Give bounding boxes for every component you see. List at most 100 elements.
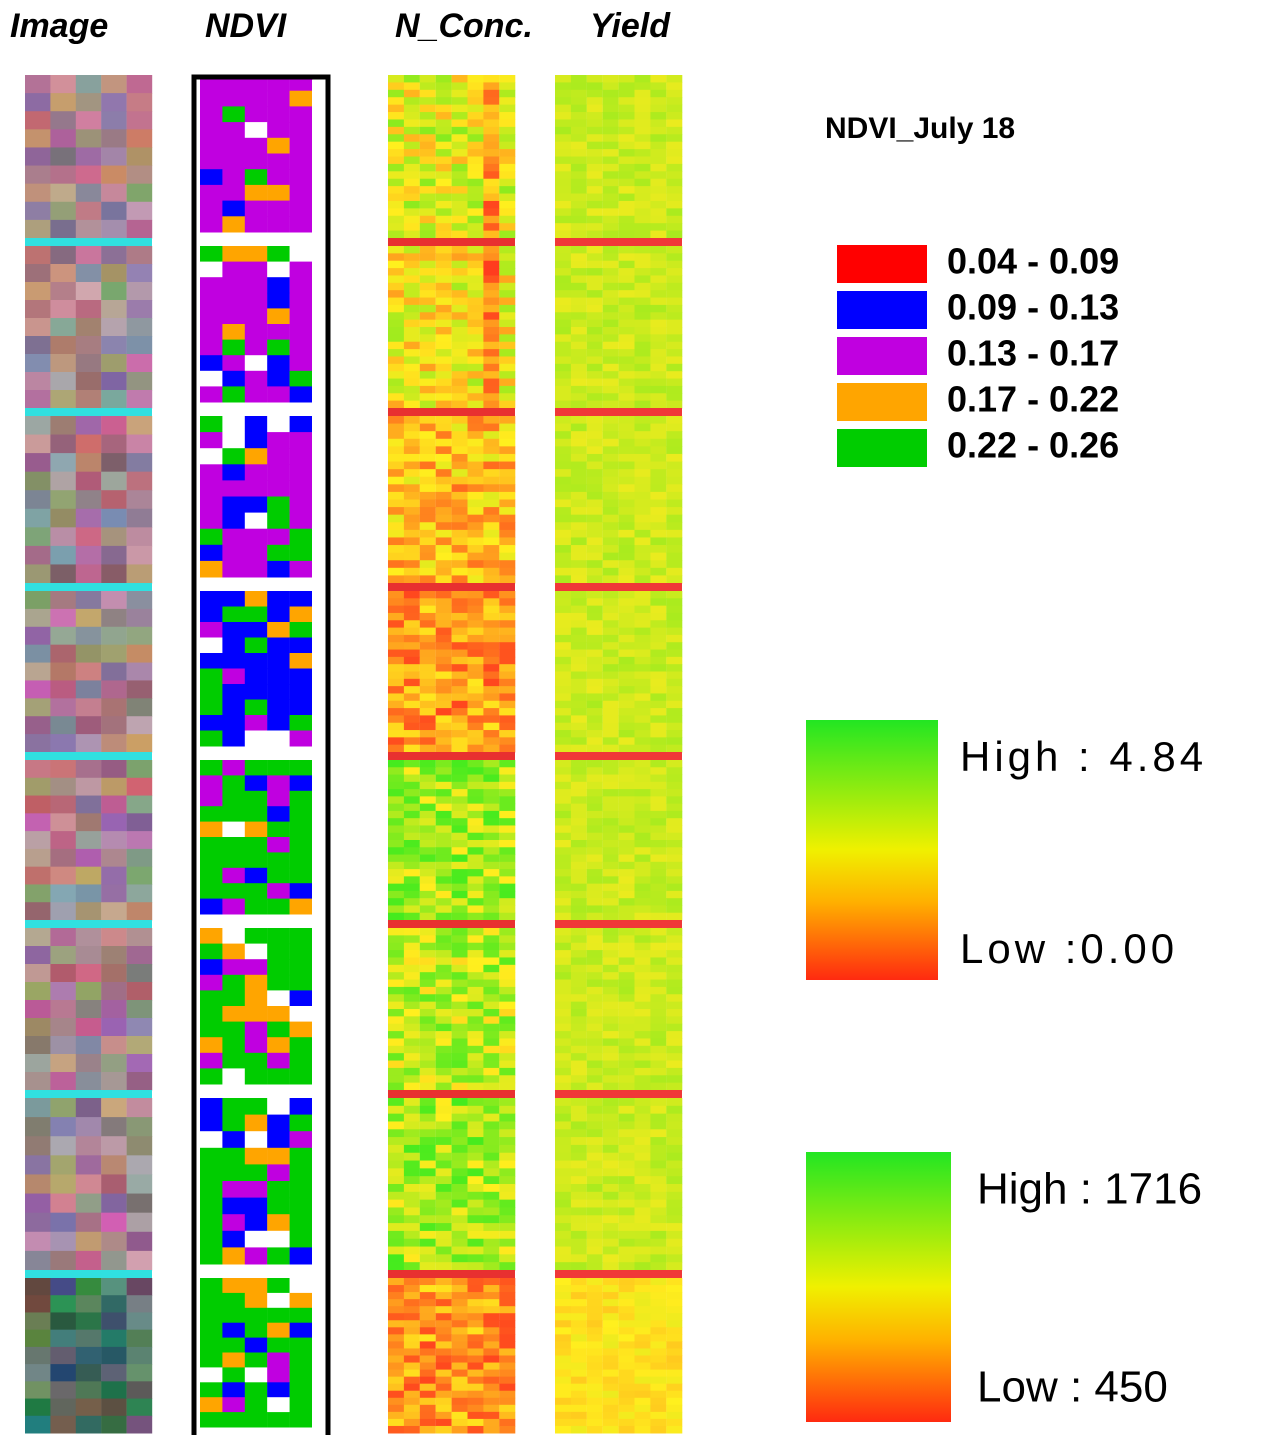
yield-pixel	[603, 898, 619, 906]
yield-pixel	[555, 90, 571, 98]
ndvi-pixel	[267, 448, 290, 465]
n-conc-pixel	[499, 1098, 515, 1106]
n-conc-pixel	[436, 679, 452, 687]
yield-pixel	[603, 723, 619, 731]
yield-pixel	[571, 1031, 587, 1039]
n-conc-pixel	[404, 730, 420, 738]
yield-pixel	[666, 775, 682, 783]
n-conc-pixel	[436, 1200, 452, 1208]
yield-pixel	[571, 553, 587, 561]
n-conc-pixel	[499, 171, 515, 179]
n-conc-pixel	[436, 1292, 452, 1300]
n-conc-pixel	[499, 1391, 515, 1399]
yield-pixel	[619, 898, 635, 906]
legend-label: 0.09 - 0.13	[947, 287, 1119, 328]
n-conc-pixel	[420, 1075, 436, 1083]
yield-pixel	[571, 767, 587, 775]
n-conc-pixel	[483, 171, 499, 179]
yield-pixel	[650, 1046, 666, 1054]
n-conc-pixel	[388, 957, 404, 965]
n-conc-pixel	[436, 1377, 452, 1385]
n-conc-pixel	[499, 1262, 515, 1270]
n-conc-pixel	[452, 657, 468, 665]
n-conc-pixel	[499, 290, 515, 298]
ndvi-pixel	[200, 1367, 223, 1382]
yield-pixel	[619, 1426, 635, 1434]
n-conc-pixel	[483, 1053, 499, 1061]
n-conc-pixel	[436, 82, 452, 90]
n-conc-pixel	[468, 840, 484, 848]
yield-pixel	[587, 1356, 603, 1364]
yield-pixel	[666, 253, 682, 261]
n-conc-pixel	[404, 194, 420, 202]
yield-pixel	[666, 507, 682, 515]
n-conc-pixel	[388, 305, 404, 313]
n-conc-pixel	[388, 664, 404, 672]
n-conc-pixel	[499, 327, 515, 335]
yield-pixel	[555, 268, 571, 276]
n-conc-pixel	[468, 119, 484, 127]
yield-pixel	[603, 935, 619, 943]
ndvi-pixel	[200, 386, 223, 402]
yield-pixel	[587, 560, 603, 568]
yield-pixel	[650, 980, 666, 988]
yield-low: Low : 450	[977, 1363, 1168, 1412]
yield-pixel	[650, 500, 666, 508]
image-pixel	[25, 111, 51, 130]
n-conc-pixel	[420, 522, 436, 530]
n-conc-pixel	[404, 1200, 420, 1208]
yield-pixel	[635, 972, 651, 980]
n-conc-pixel	[420, 1377, 436, 1385]
ndvi-pixel	[222, 1148, 245, 1165]
n-conc-pixel	[404, 833, 420, 841]
yield-pixel	[635, 657, 651, 665]
n-conc-pixel	[404, 530, 420, 538]
n-conc-pixel	[436, 575, 452, 583]
image-pixel	[50, 564, 76, 583]
ndvi-pixel	[290, 1293, 313, 1308]
yield-pixel	[555, 164, 571, 172]
ndvi-pixel	[245, 653, 268, 669]
n-conc-pixel	[499, 1083, 515, 1091]
n-conc-pixel	[468, 606, 484, 614]
yield-pixel	[587, 1262, 603, 1270]
n-conc-pixel	[468, 789, 484, 797]
n-conc-pixel	[452, 1348, 468, 1356]
yield-pixel	[555, 701, 571, 709]
n-conc-pixel	[404, 119, 420, 127]
ndvi-pixel	[290, 653, 313, 669]
n-conc-pixel	[388, 492, 404, 500]
yield-pixel	[650, 1192, 666, 1200]
n-conc-pixel	[420, 75, 436, 83]
yield-pixel	[635, 305, 651, 313]
image-pixel	[76, 93, 102, 112]
image-pixel	[76, 435, 102, 454]
image-pixel	[50, 1295, 76, 1313]
n-conc-pixel	[404, 1161, 420, 1169]
image-pixel	[101, 300, 127, 319]
yield-pixel	[571, 1384, 587, 1392]
yield-pixel	[603, 568, 619, 576]
yield-pixel	[603, 876, 619, 884]
n-conc-pixel	[452, 679, 468, 687]
n-conc-pixel	[388, 1384, 404, 1392]
yield-pixel	[555, 119, 571, 127]
yield-pixel	[603, 1184, 619, 1192]
yield-pixel	[587, 1046, 603, 1054]
ndvi-pixel	[290, 591, 313, 607]
yield-pixel	[555, 650, 571, 658]
yield-pixel	[555, 891, 571, 899]
n-conc-pixel	[468, 884, 484, 892]
yield-pixel	[555, 840, 571, 848]
image-pixel	[101, 564, 127, 583]
n-conc-pixel	[452, 246, 468, 254]
yield-pixel	[603, 1145, 619, 1153]
n-conc-pixel	[404, 1247, 420, 1255]
n-conc-pixel	[499, 261, 515, 269]
image-pixel	[127, 472, 153, 491]
ndvi-pixel	[290, 700, 313, 716]
yield-pixel	[635, 1327, 651, 1335]
n-conc-pixel	[436, 1009, 452, 1017]
n-conc-pixel	[388, 1106, 404, 1114]
n-conc-pixel	[452, 134, 468, 142]
